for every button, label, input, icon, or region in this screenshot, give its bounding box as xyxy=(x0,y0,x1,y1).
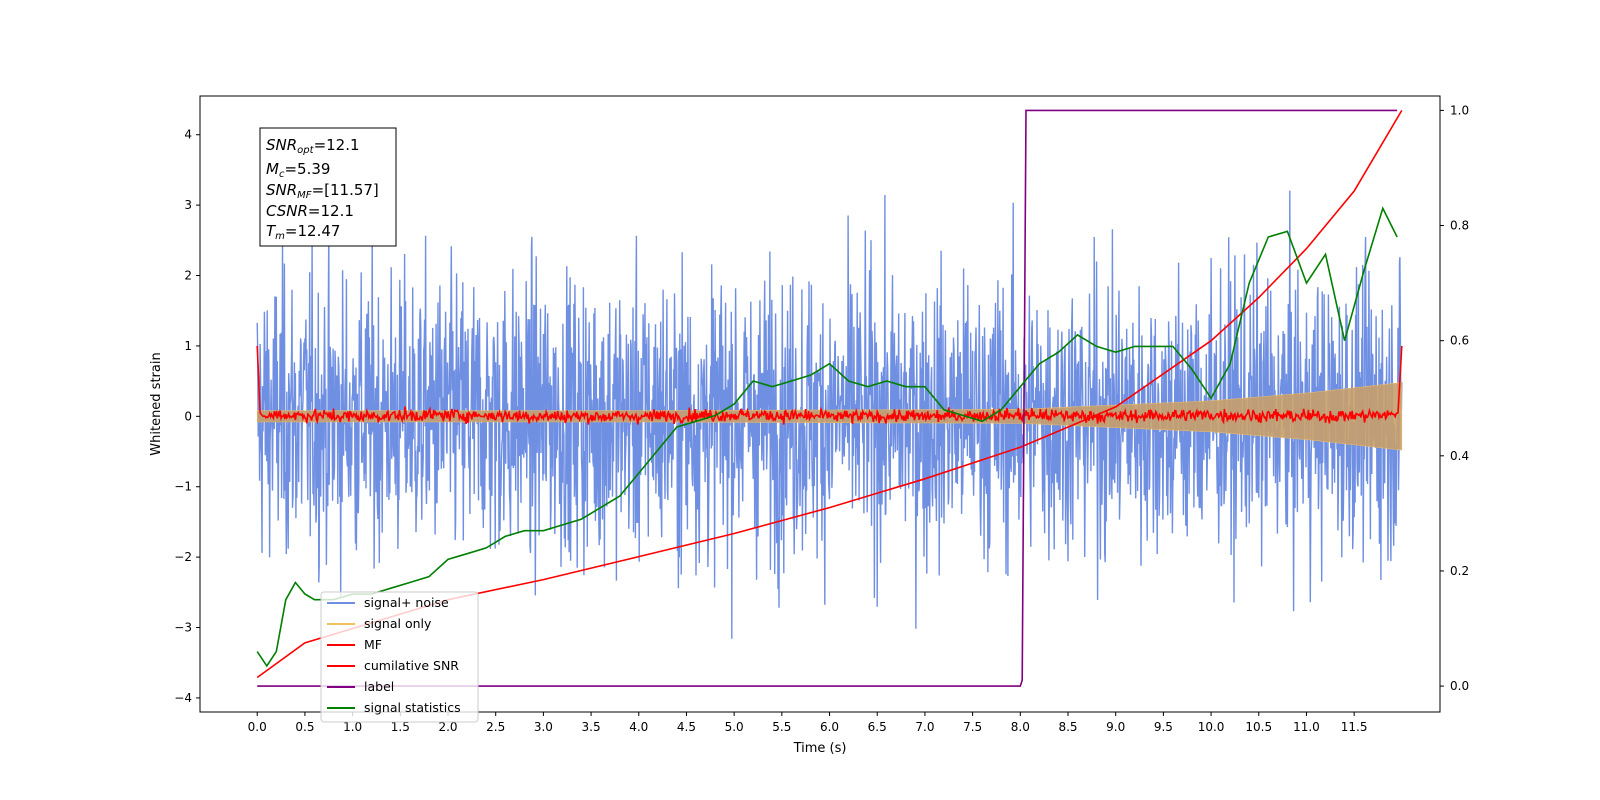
legend-label: label xyxy=(364,679,394,694)
y2-tick-label: 0.2 xyxy=(1450,564,1469,578)
x-tick-label: 2.0 xyxy=(438,720,457,734)
y-tick-label: −1 xyxy=(174,480,192,494)
x-tick-label: 7.0 xyxy=(915,720,934,734)
x-tick-label: 4.5 xyxy=(677,720,696,734)
x-tick-label: 9.5 xyxy=(1154,720,1173,734)
x-tick-label: 6.5 xyxy=(868,720,887,734)
y-axis-label: Whitened strain xyxy=(149,352,164,455)
legend-label: signal statistics xyxy=(364,700,461,715)
x-tick-label: 9.0 xyxy=(1106,720,1125,734)
x-tick-label: 2.5 xyxy=(486,720,505,734)
x-tick-label: 5.0 xyxy=(725,720,744,734)
y-tick-label: −2 xyxy=(174,550,192,564)
x-tick-label: 10.5 xyxy=(1245,720,1272,734)
y2-tick-label: 0.4 xyxy=(1450,449,1469,463)
x-tick-label: 0.5 xyxy=(295,720,314,734)
y2-tick-label: 0.0 xyxy=(1450,679,1469,693)
legend-label: signal only xyxy=(364,616,432,631)
annotation-mc: Mc=5.39 xyxy=(266,160,330,180)
x-axis-label: Time (s) xyxy=(793,741,847,756)
legend-label: cumilative SNR xyxy=(364,658,459,673)
x-tick-label: 1.0 xyxy=(343,720,362,734)
series-signal-noise xyxy=(256,190,1403,639)
x-tick-label: 6.0 xyxy=(820,720,839,734)
annotation-tm: Tm=12.47 xyxy=(266,222,340,242)
y2-tick-label: 0.6 xyxy=(1450,334,1469,348)
x-tick-label: 0.0 xyxy=(248,720,267,734)
x-tick-label: 1.5 xyxy=(391,720,410,734)
annotation-snr-mf: SNRMF=[11.57] xyxy=(266,181,379,201)
x-tick-label: 8.0 xyxy=(1011,720,1030,734)
x-tick-label: 5.5 xyxy=(772,720,791,734)
series-signal-statistics xyxy=(256,206,1398,668)
legend-label: MF xyxy=(364,637,382,652)
x-tick-label: 4.0 xyxy=(629,720,648,734)
legend: signal+ noise signal only MF cumilative SNR… xyxy=(320,591,479,723)
x-tick-label: 3.0 xyxy=(534,720,553,734)
y-tick-label: 0 xyxy=(184,409,192,423)
y-tick-label: −4 xyxy=(174,691,192,705)
series-mf xyxy=(256,345,1403,425)
y-tick-label: 3 xyxy=(184,198,192,212)
x-tick-label: 10.0 xyxy=(1198,720,1225,734)
x-tick-label: 3.5 xyxy=(582,720,601,734)
x-tick-label: 7.5 xyxy=(963,720,982,734)
x-tick-label: 11.5 xyxy=(1341,720,1368,734)
y2-tick-label: 1.0 xyxy=(1450,103,1469,117)
y2-tick-label: 0.8 xyxy=(1450,219,1469,233)
annotation-snr-opt: SNRopt=12.1 xyxy=(266,136,360,156)
x-tick-label: 11.0 xyxy=(1293,720,1320,734)
series-label xyxy=(257,109,1398,687)
annotation-csnr: CSNR=12.1 xyxy=(266,202,354,220)
y-tick-label: 4 xyxy=(184,128,192,142)
plot-frame xyxy=(199,95,1441,713)
legend-frame xyxy=(320,591,479,723)
annotation-box: SNRopt=12.1 Mc=5.39 SNRMF=[11.57] CSNR=1… xyxy=(259,127,397,247)
legend-label: signal+ noise xyxy=(364,595,449,610)
y-tick-label: 2 xyxy=(184,269,192,283)
y-tick-label: 1 xyxy=(184,339,192,353)
y-tick-label: −3 xyxy=(174,621,192,635)
x-tick-label: 8.5 xyxy=(1058,720,1077,734)
